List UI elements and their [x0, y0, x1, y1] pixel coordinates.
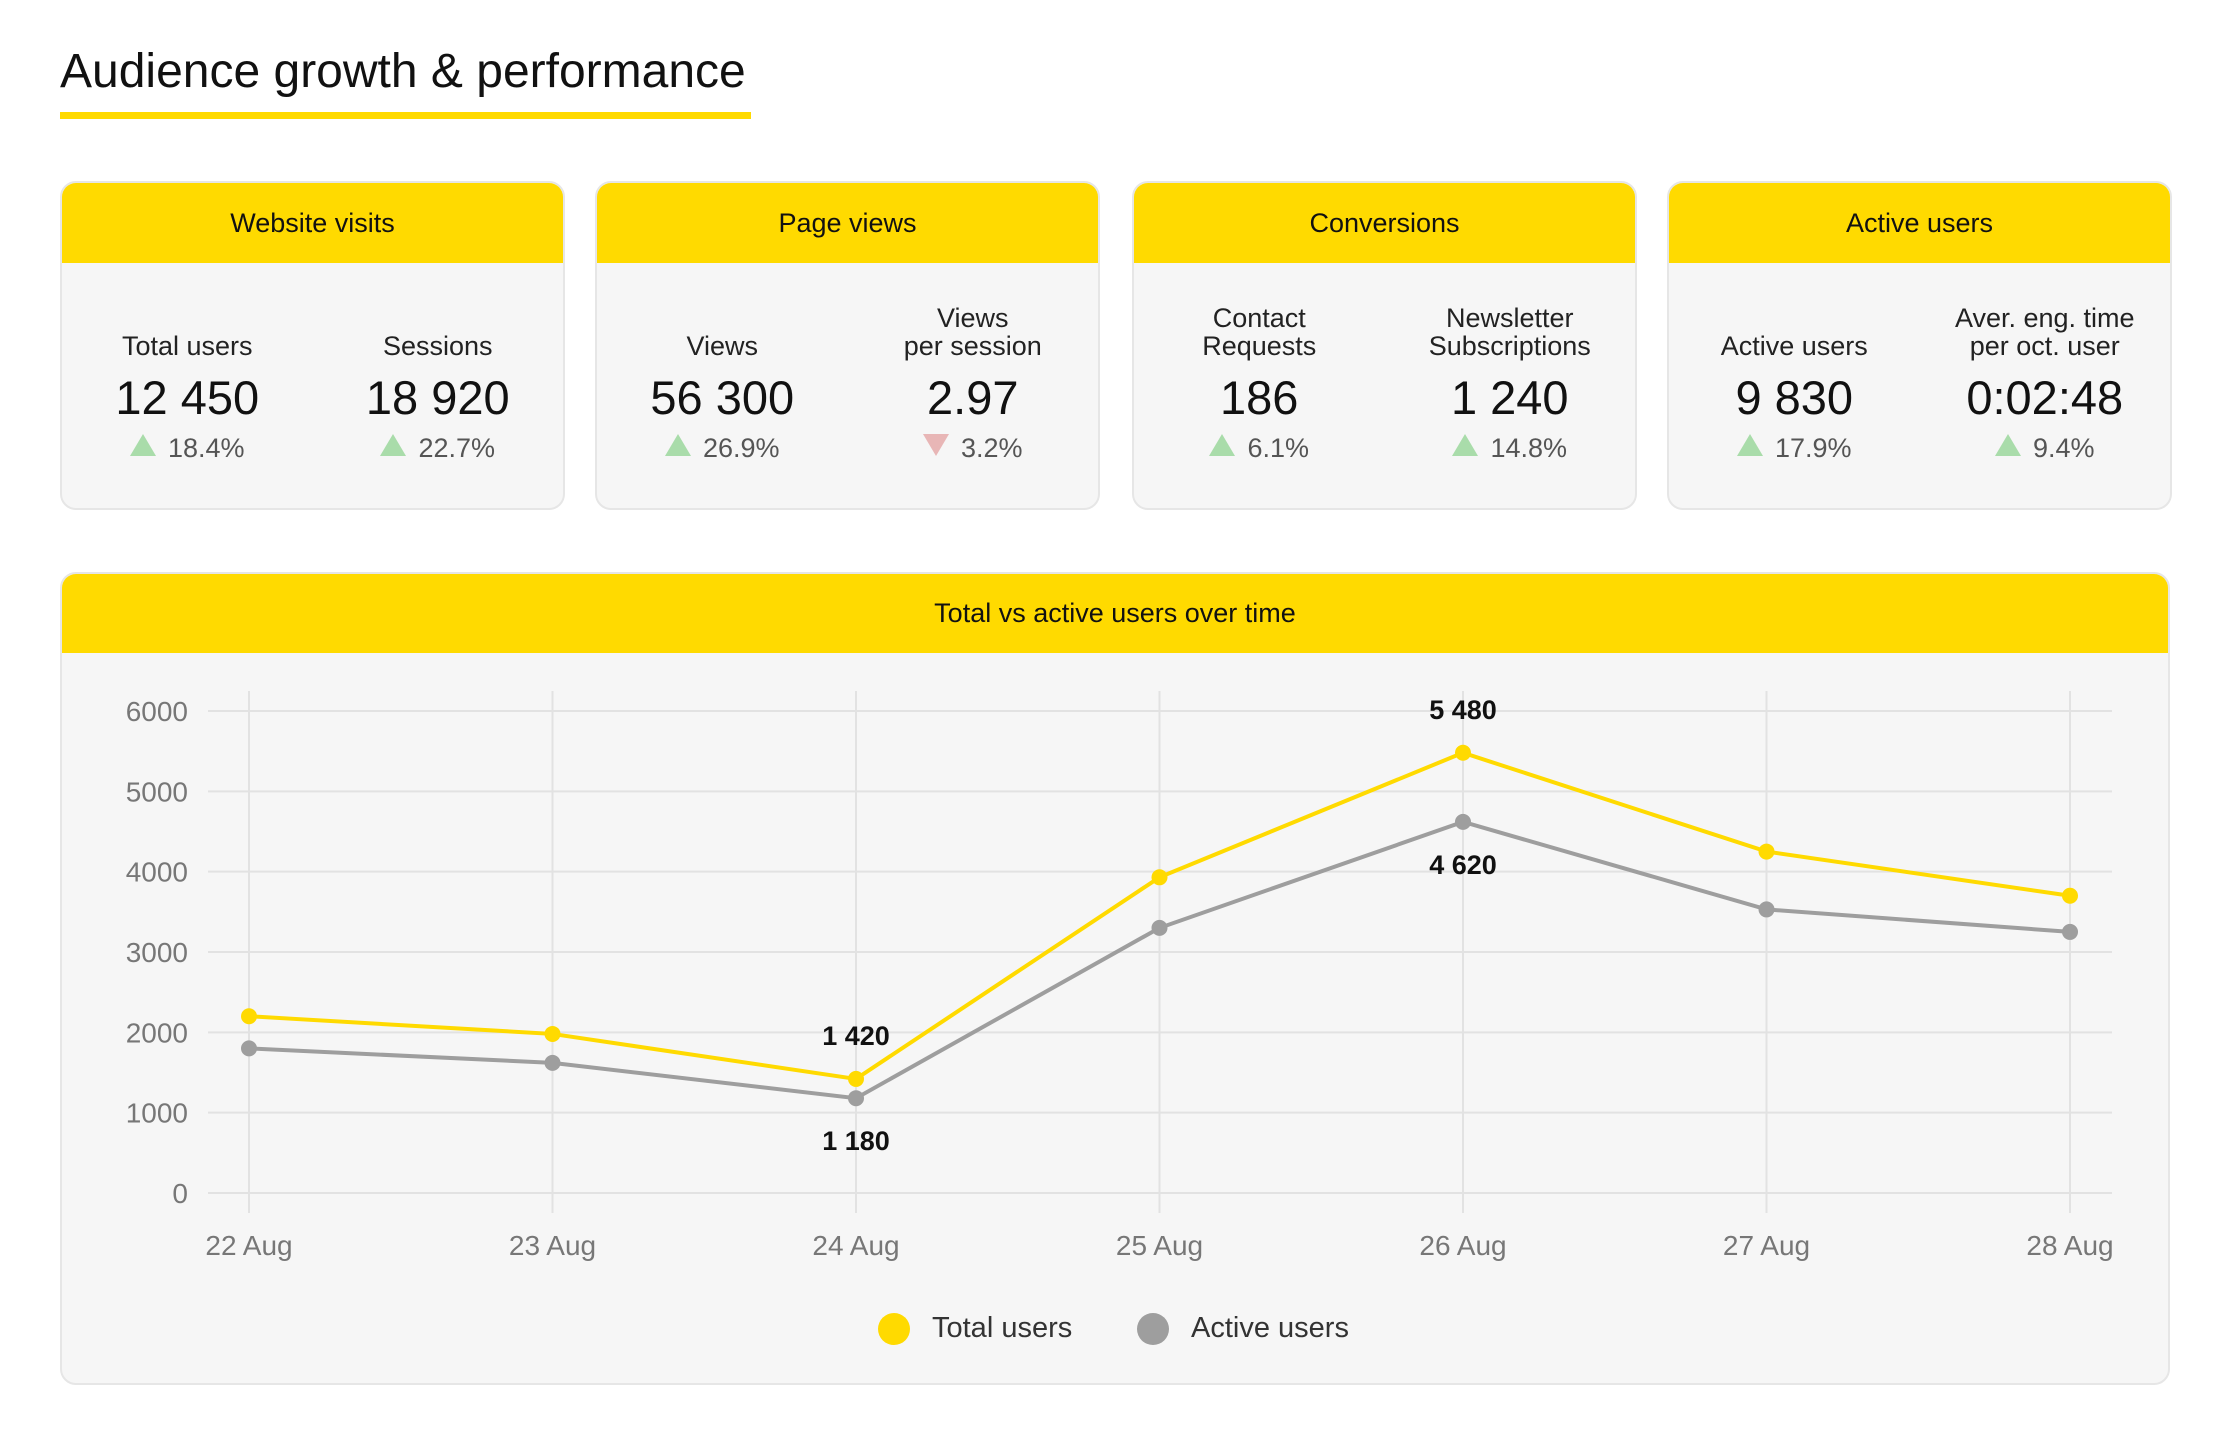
data-point: [544, 1054, 561, 1071]
data-point: [2062, 887, 2078, 904]
metric-label: Active users: [1720, 331, 1868, 361]
data-label: 1 180: [822, 1126, 890, 1156]
metric-value: 9 830: [1735, 371, 1854, 424]
metric-label: Newsletter Subscriptions: [1428, 303, 1591, 361]
metric-change: 3.2%: [848, 433, 1099, 464]
metric-value: 0:02:48: [1966, 371, 2124, 424]
y-tick-label: 2000: [126, 1017, 188, 1048]
metric-label: Total users: [121, 331, 253, 361]
kpi-card: Website visits Total users 12 450 18.4% …: [60, 181, 565, 510]
data-label: 1 420: [822, 1021, 890, 1051]
metric-change: 26.9%: [597, 433, 848, 464]
metric-change-value: 9.4%: [2032, 433, 2095, 463]
legend-dot-total-icon: [878, 1312, 910, 1345]
chart-card: Total vs active users over time: [60, 572, 2170, 1385]
kpi-card-title: Website visits: [62, 183, 563, 263]
metric: Sessions 18 920 22.7%: [313, 263, 564, 508]
metric-value: 18 920: [365, 371, 510, 424]
metric-change-value: 18.4%: [167, 433, 245, 463]
x-tick-label: 22 Aug: [205, 1230, 292, 1261]
metric: Newsletter Subscriptions 1 240 14.8%: [1385, 263, 1636, 508]
y-tick-label: 5000: [126, 776, 188, 807]
trend-up-icon: [1736, 434, 1763, 456]
metric-change-value: 22.7%: [418, 433, 496, 463]
data-label: 4 620: [1429, 850, 1497, 880]
legend-label: Total users: [932, 1312, 1073, 1344]
trend-up-icon: [129, 434, 156, 456]
data-point: [1758, 901, 1775, 918]
trend-up-icon: [380, 434, 407, 456]
data-point: [2062, 923, 2078, 940]
metric: Active users 9 830 17.9%: [1669, 263, 1920, 508]
y-tick-label: 3000: [126, 937, 188, 968]
metric-value: 56 300: [650, 371, 795, 424]
x-tick-label: 27 Aug: [1723, 1230, 1810, 1261]
metric-change: 17.9%: [1669, 433, 1920, 464]
y-tick-label: 0: [172, 1178, 188, 1209]
kpi-card: Conversions Contact Requests 186 6.1% Ne…: [1132, 181, 1637, 510]
title-underline: [60, 112, 751, 119]
metric: Contact Requests 186 6.1%: [1134, 263, 1385, 508]
data-label: 5 480: [1429, 695, 1497, 725]
trend-down-icon: [922, 434, 949, 456]
data-point: [1151, 919, 1168, 936]
x-tick-label: 24 Aug: [812, 1230, 899, 1261]
legend-item-active-users[interactable]: Active users: [1137, 1312, 1349, 1345]
chart-title: Total vs active users over time: [62, 574, 2168, 653]
metric-change: 14.8%: [1385, 433, 1636, 464]
metric-change-value: 26.9%: [702, 433, 780, 463]
trend-up-icon: [664, 434, 691, 456]
metric-value: 186: [1220, 371, 1299, 424]
metric-label: Aver. eng. time per oct. user: [1954, 303, 2135, 361]
data-point: [241, 1008, 257, 1025]
x-tick-label: 25 Aug: [1116, 1230, 1203, 1261]
kpi-card-title: Page views: [597, 183, 1098, 263]
data-point: [1758, 843, 1775, 860]
kpi-card: Page views Views 56 300 26.9% Views per …: [595, 181, 1100, 510]
y-tick-label: 4000: [126, 857, 188, 888]
kpi-card-title: Active users: [1669, 183, 2170, 263]
metric-value: 12 450: [115, 371, 260, 424]
trend-up-icon: [1994, 434, 2021, 456]
x-tick-label: 28 Aug: [2026, 1230, 2113, 1261]
data-point: [1455, 813, 1471, 830]
page-title: Audience growth & performance: [60, 45, 746, 98]
metric-change-value: 3.2%: [960, 433, 1023, 463]
metric-change: 22.7%: [313, 433, 564, 464]
metric: Views 56 300 26.9%: [597, 263, 848, 508]
metric: Aver. eng. time per oct. user 0:02:48 9.…: [1920, 263, 2171, 508]
metric-label: Views per session: [903, 303, 1042, 361]
metric-change: 6.1%: [1134, 433, 1385, 464]
kpi-card-title: Conversions: [1134, 183, 1635, 263]
data-point: [848, 1070, 864, 1087]
metric: Views per session 2.97 3.2%: [848, 263, 1099, 508]
metric-change-value: 6.1%: [1247, 433, 1310, 463]
metric: Total users 12 450 18.4%: [62, 263, 313, 508]
data-point: [241, 1040, 257, 1057]
legend-label: Active users: [1191, 1312, 1349, 1344]
metric-label: Sessions: [382, 331, 493, 361]
metric-change-value: 14.8%: [1490, 433, 1568, 463]
x-tick-label: 26 Aug: [1419, 1230, 1506, 1261]
kpi-card: Active users Active users 9 830 17.9% Av…: [1667, 181, 2172, 510]
metric-value: 1 240: [1450, 371, 1569, 424]
y-tick-label: 1000: [126, 1098, 188, 1129]
data-point: [1455, 744, 1471, 761]
metric-change-value: 17.9%: [1774, 433, 1852, 463]
data-point: [848, 1090, 864, 1107]
x-tick-label: 23 Aug: [509, 1230, 596, 1261]
data-point: [1151, 869, 1168, 886]
metric-change: 18.4%: [62, 433, 313, 464]
metric-label: Contact Requests: [1202, 303, 1317, 361]
data-point: [544, 1025, 561, 1042]
metric-value: 2.97: [927, 371, 1019, 424]
y-tick-label: 6000: [126, 696, 188, 727]
metric-label: Views: [686, 331, 759, 361]
legend-dot-active-icon: [1137, 1312, 1169, 1345]
legend-item-total-users[interactable]: Total users: [878, 1312, 1072, 1345]
trend-up-icon: [1209, 434, 1236, 456]
metric-change: 9.4%: [1920, 433, 2171, 464]
trend-up-icon: [1452, 434, 1479, 456]
